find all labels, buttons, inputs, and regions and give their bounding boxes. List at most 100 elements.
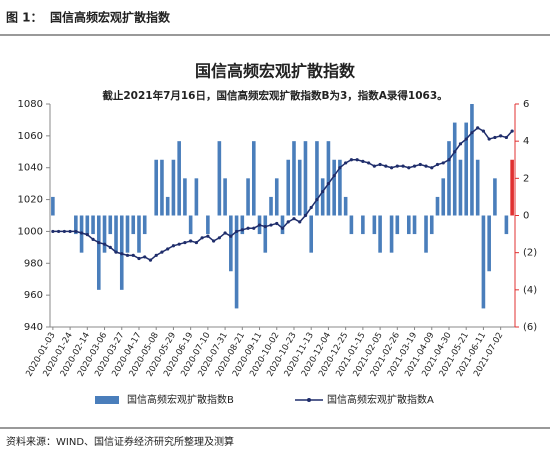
line-marker (97, 240, 101, 245)
bar (441, 178, 446, 216)
bar (229, 215, 233, 272)
bar (246, 178, 250, 216)
bar (349, 215, 354, 235)
bar (292, 141, 296, 216)
line-marker (79, 231, 84, 235)
line-marker (114, 250, 118, 254)
line-marker (464, 137, 468, 141)
line-marker (200, 236, 204, 240)
line-marker (240, 228, 244, 232)
line-marker (412, 164, 417, 168)
line-marker (217, 236, 221, 240)
line-marker (298, 220, 302, 224)
bar (320, 178, 325, 216)
line-marker (143, 255, 147, 259)
line-marker (292, 217, 296, 221)
bar (217, 141, 222, 216)
bar (481, 215, 486, 309)
line-marker (177, 242, 181, 246)
line-marker (447, 158, 451, 162)
bar (332, 159, 336, 216)
y2-tick-label: (4) (523, 285, 537, 296)
line-marker (246, 226, 250, 230)
y-tick-label: 1040 (18, 163, 43, 174)
bar (269, 196, 273, 216)
line-marker (510, 129, 514, 133)
line-marker (206, 234, 210, 238)
bar (102, 215, 107, 253)
line-marker (137, 256, 141, 261)
bar (389, 215, 394, 253)
y2-tick-label: 4 (523, 136, 529, 147)
bar (343, 196, 348, 216)
line-marker (160, 250, 164, 254)
chart-title: 国信高频宏观扩散指数 (195, 62, 356, 81)
bar (96, 215, 101, 290)
bar (435, 196, 440, 216)
bar (458, 159, 463, 216)
bar (194, 178, 199, 216)
line-marker (183, 240, 187, 245)
line-marker (372, 164, 376, 168)
line-marker (166, 247, 170, 251)
line-marker (74, 229, 78, 234)
line-marker (189, 239, 193, 243)
legend-swatch (95, 396, 119, 404)
bar (361, 215, 365, 235)
line-marker (68, 229, 72, 234)
bar (372, 215, 377, 235)
line-marker (481, 129, 486, 133)
line-marker (349, 158, 353, 162)
line-marker (378, 162, 382, 167)
bar (91, 215, 95, 235)
bar (206, 215, 210, 235)
bar (223, 178, 227, 216)
figure-label: 图 1： (6, 11, 43, 25)
bar (493, 178, 497, 216)
bar (131, 215, 136, 235)
bar (297, 159, 302, 216)
bar (240, 215, 245, 235)
bar (165, 196, 170, 216)
line-marker (280, 226, 285, 230)
bar (280, 215, 285, 235)
line-marker (85, 233, 89, 237)
line-marker (309, 205, 313, 210)
line-marker (384, 164, 388, 168)
line-marker (355, 158, 359, 162)
line-marker (131, 253, 135, 257)
line-marker (223, 231, 227, 235)
bar (137, 215, 141, 253)
bar (309, 215, 314, 253)
line-marker (504, 135, 508, 140)
bar (315, 141, 319, 216)
y-tick-label: 1000 (18, 226, 43, 237)
line-marker (344, 161, 348, 165)
y2-tick-label: 0 (523, 211, 529, 222)
y-tick-label: 1080 (18, 99, 43, 110)
line-marker (154, 253, 158, 257)
line-marker (499, 134, 503, 138)
line-marker (389, 166, 394, 170)
bar (108, 215, 113, 235)
y2-tick-label: (2) (523, 248, 537, 259)
line-marker (269, 223, 273, 227)
line-marker (234, 229, 239, 234)
line-marker (171, 244, 176, 248)
line-marker (286, 220, 290, 224)
y-tick-label: 940 (24, 322, 43, 333)
legend-label: 国信高频宏观扩散指数B (127, 393, 234, 406)
bar (171, 159, 176, 216)
figure-title: 国信高频宏观扩散指数 (50, 10, 171, 25)
bar (188, 215, 193, 235)
bar (452, 122, 457, 216)
y-tick-label: 980 (24, 258, 43, 269)
legend-label: 国信高频宏观扩散指数A (327, 393, 434, 406)
line-marker (435, 162, 440, 167)
bar (251, 141, 256, 216)
line-marker (120, 252, 124, 256)
bar (177, 141, 181, 216)
y2-tick-label: 6 (523, 99, 529, 110)
bar (263, 215, 268, 253)
